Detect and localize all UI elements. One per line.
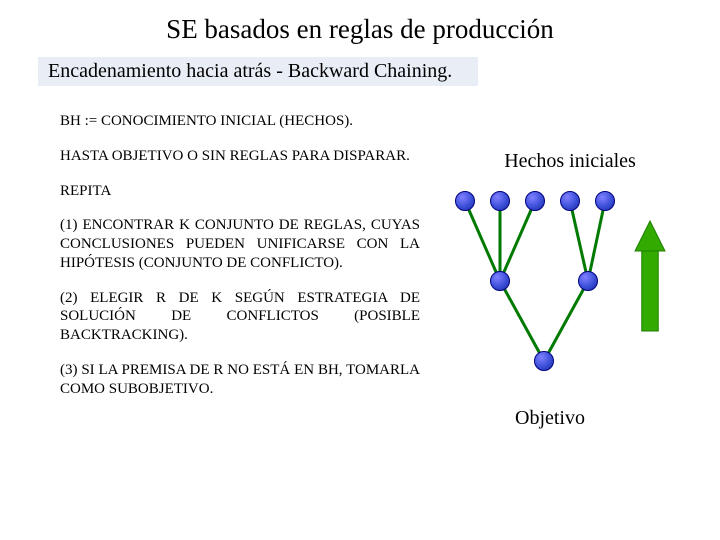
tree-edge xyxy=(544,281,588,361)
label-objetivo: Objetivo xyxy=(410,407,690,430)
para-repita: REPITA xyxy=(60,182,420,201)
tree-node xyxy=(455,191,475,211)
diagram-svg xyxy=(450,191,680,391)
para-hasta: HASTA OBJETIVO O SIN REGLAS PARA DISPARA… xyxy=(60,147,420,166)
para-step1: (1) ENCONTRAR K CONJUNTO DE REGLAS, CUYA… xyxy=(60,216,420,272)
tree-edge xyxy=(500,281,544,361)
tree-edge xyxy=(588,201,605,281)
tree-diagram xyxy=(450,191,650,391)
para-step2: (2) ELEGIR R DE K SEGÚN ESTRATEGIA DE SO… xyxy=(60,289,420,345)
tree-node xyxy=(578,271,598,291)
tree-edge xyxy=(570,201,588,281)
tree-edge xyxy=(500,201,535,281)
tree-edge xyxy=(465,201,500,281)
arrow-up-icon xyxy=(635,221,665,331)
diagram-panel: Hechos iniciales Objetivo xyxy=(450,150,690,430)
label-hechos-iniciales: Hechos iniciales xyxy=(450,150,690,173)
tree-node xyxy=(595,191,615,211)
tree-node xyxy=(534,351,554,371)
para-bh: BH := CONOCIMIENTO INICIAL (HECHOS). xyxy=(60,112,420,131)
para-step3: (3) SI LA PREMISA DE R NO ESTÁ EN BH, TO… xyxy=(60,361,420,399)
page-title: SE basados en reglas de producción xyxy=(0,0,720,45)
tree-node xyxy=(525,191,545,211)
tree-node xyxy=(490,191,510,211)
algorithm-text: BH := CONOCIMIENTO INICIAL (HECHOS). HAS… xyxy=(60,112,420,414)
tree-node xyxy=(560,191,580,211)
tree-node xyxy=(490,271,510,291)
subtitle-bar: Encadenamiento hacia atrás - Backward Ch… xyxy=(38,57,478,86)
